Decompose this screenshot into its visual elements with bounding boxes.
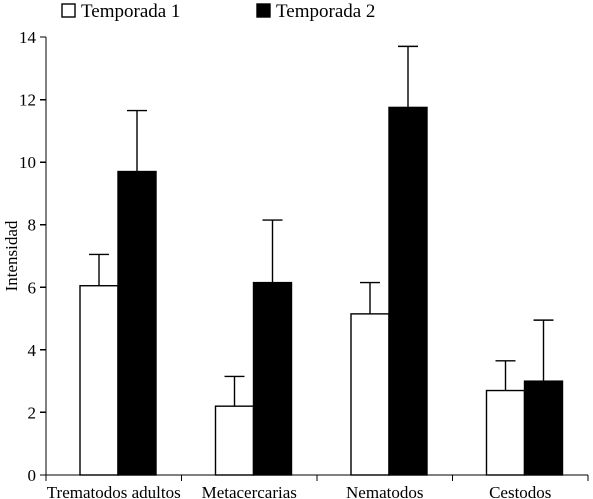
category-label: Trematodos adultos (47, 483, 181, 499)
x-axis-labels: Trematodos adultos Metacercarias Nematodos… (45, 475, 589, 499)
y-axis-title: Intensidad (2, 220, 21, 291)
y-tick-label: 6 (28, 278, 37, 297)
bar-temporada-1 (79, 285, 119, 476)
legend-swatch (61, 3, 76, 18)
category-label: Metacercarias (202, 483, 297, 499)
bar-temporada-1 (485, 389, 526, 476)
y-tick-label: 8 (28, 216, 37, 235)
bar-temporada-2 (252, 281, 293, 476)
bar-temporada-2 (117, 170, 157, 476)
y-tick-label: 0 (28, 466, 37, 485)
y-tick-label: 10 (19, 153, 36, 172)
category-label: Nematodos (346, 483, 423, 499)
y-tick-label: 12 (19, 91, 36, 110)
legend-label: Temporada 1 (81, 1, 180, 22)
error-bars (89, 45, 554, 407)
bars (79, 106, 564, 476)
bar-temporada-1 (214, 405, 255, 476)
category-label: Cestodos (489, 483, 551, 499)
bar-temporada-2 (523, 380, 564, 476)
bar-temporada-1 (350, 313, 390, 476)
y-axis-ticks: 0 2 4 6 8 10 12 14 (19, 28, 46, 485)
legend-label: Temporada 2 (276, 1, 375, 22)
legend-swatch (256, 3, 271, 18)
legend: Temporada 1 Temporada 2 (61, 1, 375, 22)
bar-temporada-2 (388, 106, 428, 476)
y-tick-label: 4 (28, 341, 37, 360)
y-tick-label: 14 (19, 28, 37, 47)
y-tick-label: 2 (28, 403, 37, 422)
